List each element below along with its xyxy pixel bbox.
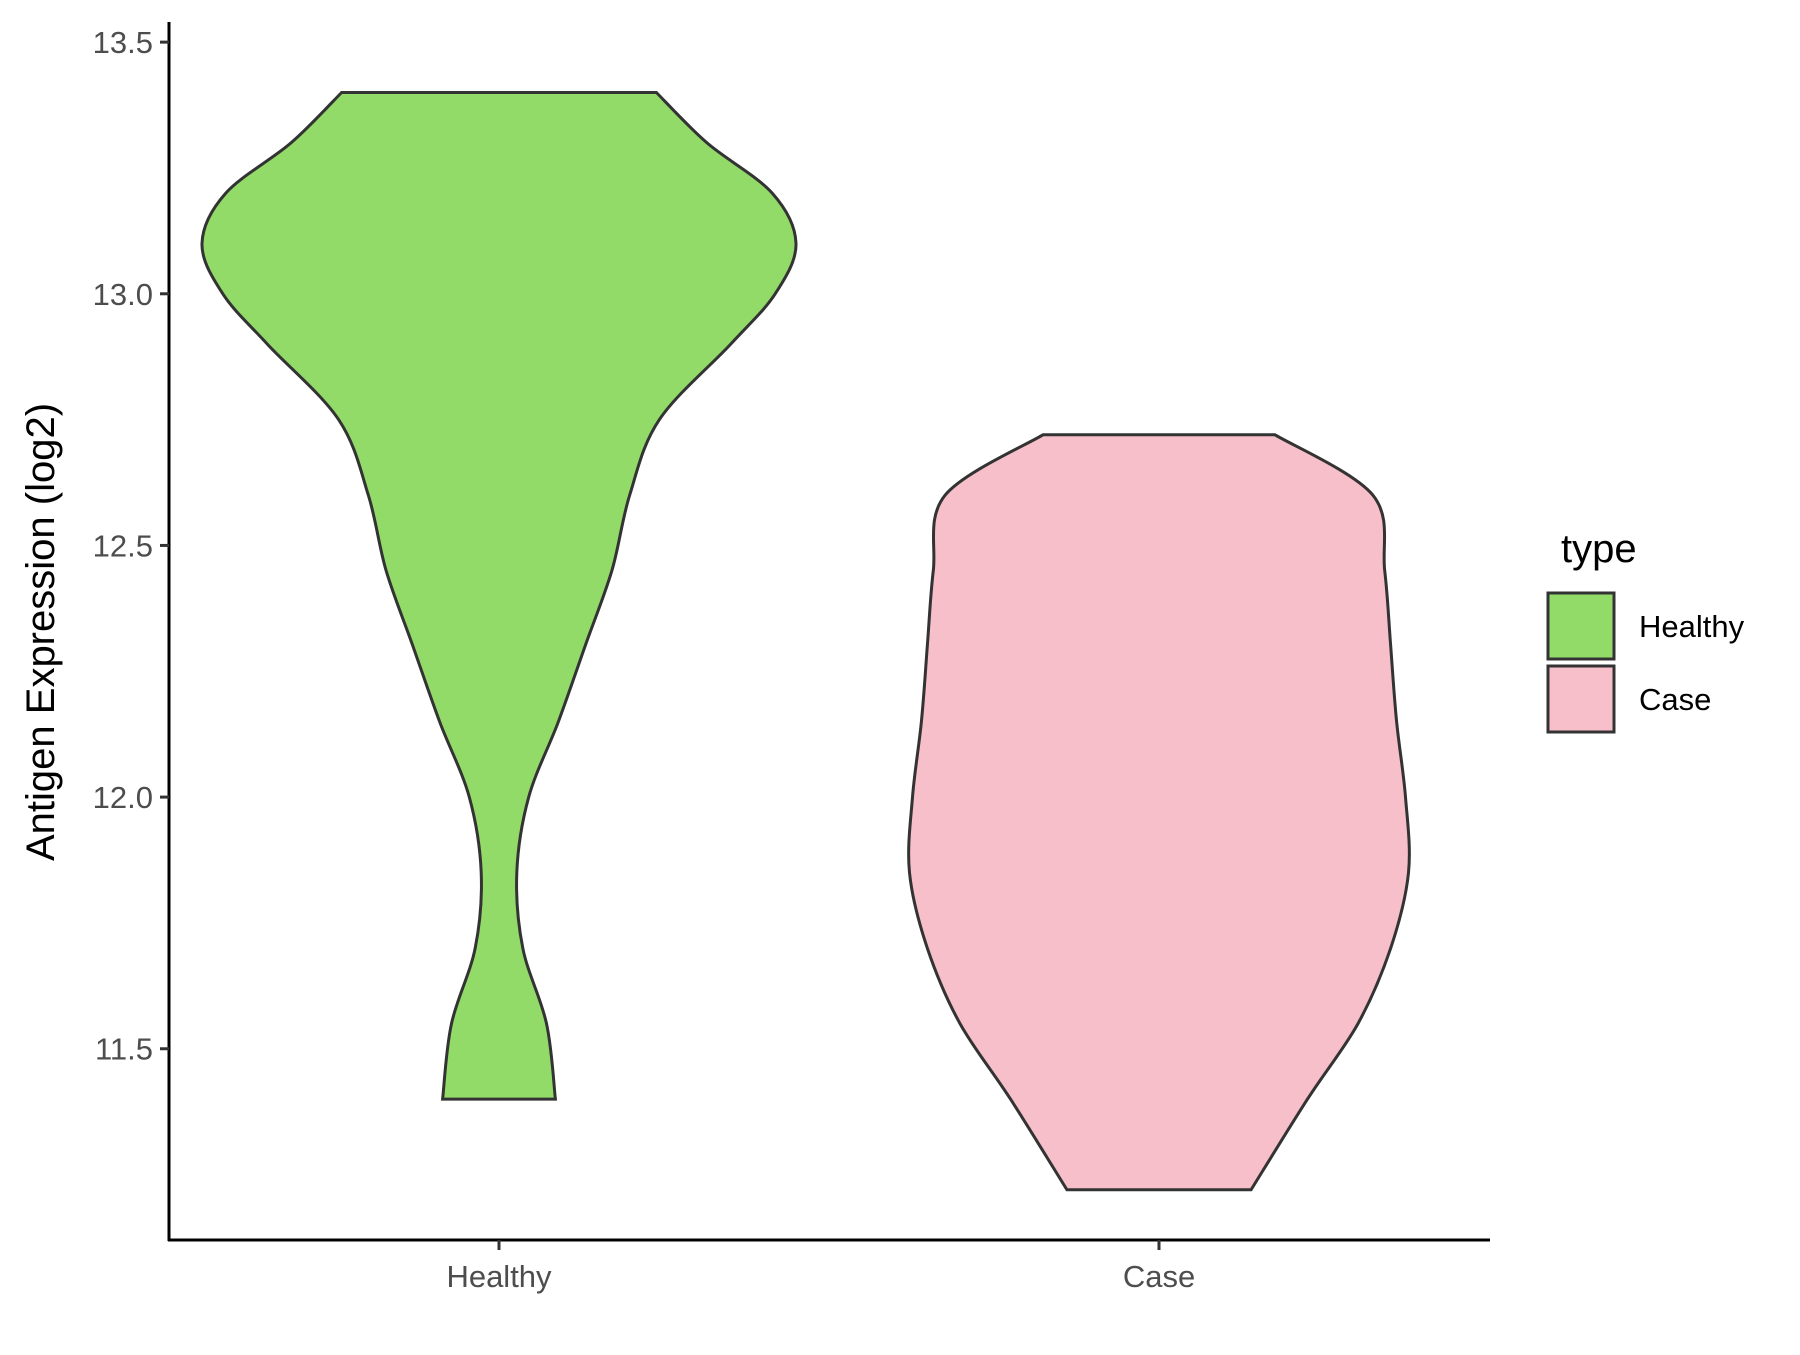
legend: type Healthy Case (1546, 527, 1745, 734)
legend-label: Case (1639, 682, 1711, 717)
violin-layer (200, 91, 1411, 1192)
legend-key-healthy (1546, 591, 1616, 661)
x-tick-label: Case (1123, 1259, 1195, 1294)
legend-title: type (1561, 527, 1637, 571)
y-axis: 11.5 12.0 12.5 13.0 13.5 (93, 22, 171, 1241)
y-tick-label: 11.5 (95, 1032, 153, 1067)
x-tick-label: Healthy (446, 1259, 552, 1294)
y-tick-label: 12.5 (93, 528, 153, 563)
x-axis: Healthy Case (168, 1238, 1490, 1294)
y-tick-label: 12.0 (93, 780, 153, 815)
legend-key-case (1546, 664, 1616, 734)
y-axis-title: Antigen Expression (log2) (19, 403, 63, 861)
violin-healthy (200, 91, 798, 1101)
legend-label: Healthy (1639, 609, 1745, 644)
violin-case (907, 433, 1411, 1192)
y-tick-label: 13.0 (93, 277, 153, 312)
y-tick-label: 13.5 (93, 25, 153, 60)
